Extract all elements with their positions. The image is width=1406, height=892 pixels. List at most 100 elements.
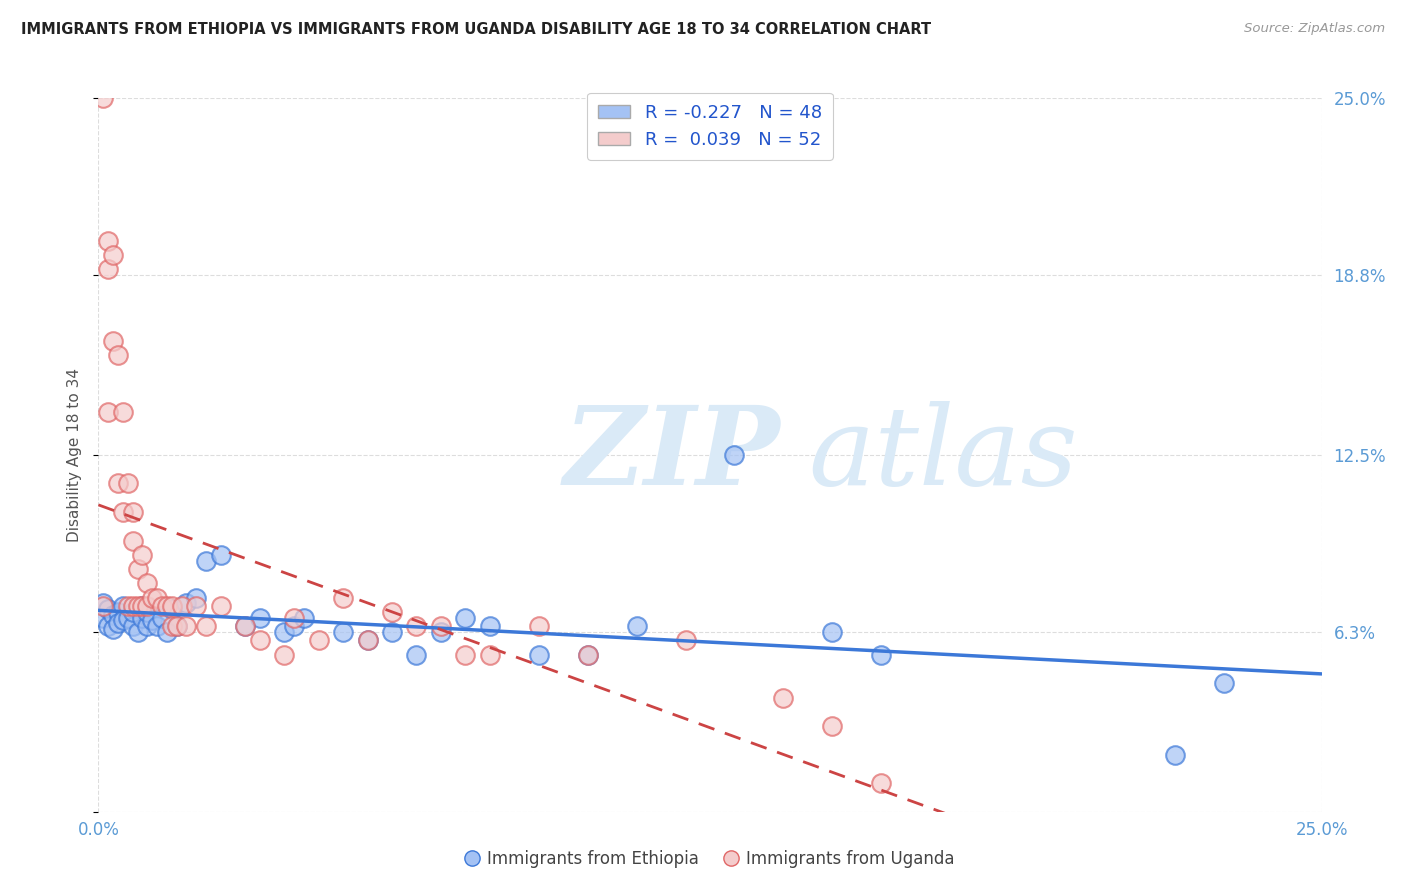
Point [430, 624, 453, 639]
Point [101, 334, 124, 348]
Point [156, 599, 179, 614]
Point [107, 476, 129, 491]
Point [121, 619, 143, 633]
Point [233, 619, 256, 633]
Text: atlas: atlas [808, 401, 1077, 508]
Point [166, 619, 188, 633]
Point [131, 548, 153, 562]
Point [405, 619, 427, 633]
Point [121, 605, 143, 619]
Point [127, 624, 149, 639]
Point [141, 614, 163, 628]
Point [150, 610, 173, 624]
Point [107, 616, 129, 631]
Point [356, 633, 378, 648]
Point [273, 648, 295, 662]
Point [675, 633, 697, 648]
Point [1212, 676, 1234, 690]
Point [478, 619, 501, 633]
Point [117, 599, 139, 614]
Point [101, 248, 124, 262]
Point [527, 619, 550, 633]
Point [156, 624, 179, 639]
Point [405, 648, 427, 662]
Point [127, 562, 149, 576]
Point [127, 599, 149, 614]
Point [131, 599, 153, 614]
Point [209, 599, 232, 614]
Point [478, 648, 501, 662]
Point [117, 610, 139, 624]
Point [136, 619, 159, 633]
Point [97, 602, 120, 616]
Point [111, 614, 134, 628]
Point [772, 690, 794, 705]
Point [146, 591, 169, 605]
Point [160, 599, 183, 614]
Point [454, 610, 477, 624]
Point [430, 619, 453, 633]
Point [283, 619, 305, 633]
Point [626, 619, 648, 633]
Point [332, 591, 354, 605]
Point [141, 591, 163, 605]
Point [186, 599, 208, 614]
Point [233, 619, 256, 633]
Legend: Immigrants from Ethiopia, Immigrants from Uganda: Immigrants from Ethiopia, Immigrants fro… [465, 849, 955, 868]
Point [160, 619, 183, 633]
Point [97, 234, 120, 248]
Point [723, 448, 745, 462]
Point [576, 648, 599, 662]
Point [101, 622, 124, 636]
Point [170, 599, 193, 614]
Point [97, 405, 120, 419]
Text: Source: ZipAtlas.com: Source: ZipAtlas.com [1244, 22, 1385, 36]
Point [136, 605, 159, 619]
Point [121, 599, 143, 614]
Point [332, 624, 354, 639]
Point [870, 776, 893, 790]
Point [160, 602, 183, 616]
Text: ZIP: ZIP [564, 401, 780, 508]
Point [107, 348, 129, 362]
Point [1164, 747, 1187, 762]
Point [292, 610, 315, 624]
Point [273, 624, 295, 639]
Point [111, 405, 134, 419]
Point [527, 648, 550, 662]
Point [186, 591, 208, 605]
Point [146, 619, 169, 633]
Point [101, 607, 124, 622]
Point [283, 610, 305, 624]
Point [107, 605, 129, 619]
Point [131, 599, 153, 614]
Point [121, 505, 143, 519]
Point [131, 610, 153, 624]
Point [576, 648, 599, 662]
Point [870, 648, 893, 662]
Point [176, 596, 198, 610]
Point [821, 719, 844, 733]
Point [97, 262, 120, 277]
Point [97, 619, 120, 633]
Point [308, 633, 330, 648]
Text: IMMIGRANTS FROM ETHIOPIA VS IMMIGRANTS FROM UGANDA DISABILITY AGE 18 TO 34 CORRE: IMMIGRANTS FROM ETHIOPIA VS IMMIGRANTS F… [21, 22, 931, 37]
Point [166, 619, 188, 633]
Point [195, 619, 218, 633]
Y-axis label: Disability Age 18 to 34: Disability Age 18 to 34 [67, 368, 83, 542]
Point [454, 648, 477, 662]
Point [136, 599, 159, 614]
Point [111, 599, 134, 614]
Point [91, 599, 114, 614]
Point [150, 599, 173, 614]
Point [91, 596, 114, 610]
Point [381, 624, 404, 639]
Point [176, 619, 198, 633]
Point [121, 533, 143, 548]
Point [249, 633, 271, 648]
Point [111, 505, 134, 519]
Point [381, 605, 404, 619]
Point [209, 548, 232, 562]
Point [91, 610, 114, 624]
Point [821, 624, 844, 639]
